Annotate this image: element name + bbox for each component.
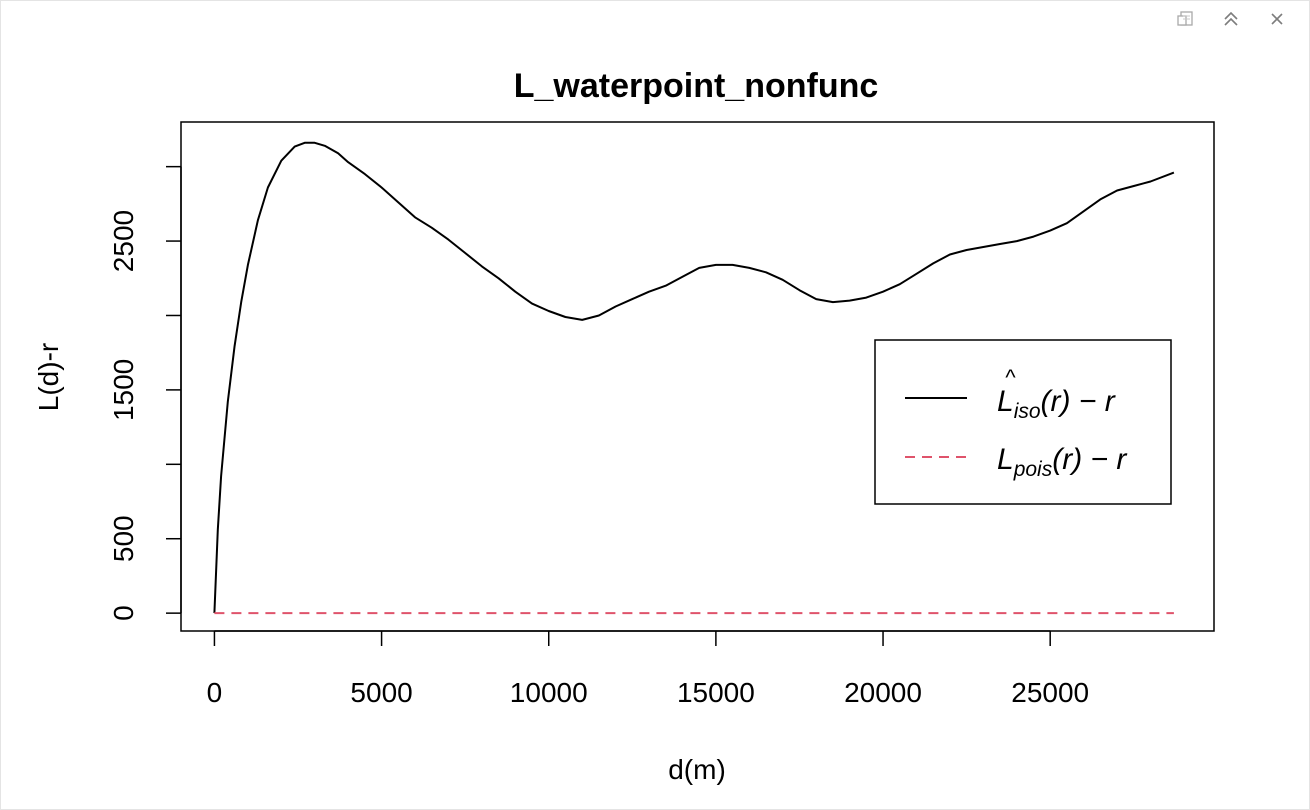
popout-icon[interactable] (1175, 9, 1195, 29)
y-axis: 0 500 1500 2500 (108, 165, 182, 621)
legend: ^ Liso(r) − r Lpois(r) − r (874, 339, 1172, 505)
series-line-iso (213, 141, 1175, 614)
x-tick-label: 25000 (1011, 677, 1089, 708)
y-axis-label: L(d)-r (33, 343, 64, 411)
x-axis: 0 5000 10000 15000 20000 25000 (207, 630, 1089, 708)
collapse-icon[interactable] (1221, 9, 1241, 29)
series-layer (213, 141, 1175, 615)
x-tick-label: 5000 (350, 677, 412, 708)
close-icon[interactable] (1267, 9, 1287, 29)
y-tick-label: 2500 (108, 210, 139, 272)
legend-box (874, 339, 1172, 505)
y-tick-label: 500 (108, 515, 139, 562)
legend-label-pois: Lpois(r) − r (997, 443, 1127, 481)
legend-hat-iso: ^ (1005, 365, 1016, 390)
x-axis-label: d(m) (668, 754, 726, 785)
legend-label-iso: Liso(r) − r (997, 385, 1116, 423)
y-tick-label: 1500 (108, 359, 139, 421)
x-tick-label: 10000 (510, 677, 588, 708)
x-tick-label: 15000 (677, 677, 755, 708)
chart-title: L_waterpoint_nonfunc (514, 67, 879, 105)
y-tick-label: 0 (108, 605, 139, 621)
x-tick-label: 20000 (844, 677, 922, 708)
x-tick-label: 0 (207, 677, 223, 708)
viewer-toolbar (1175, 9, 1287, 29)
